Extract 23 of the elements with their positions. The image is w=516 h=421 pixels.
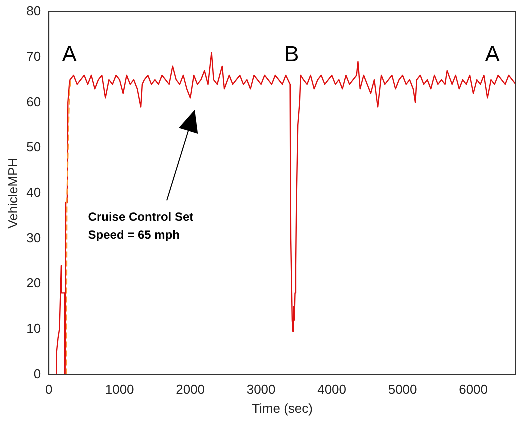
x-tick-label: 3000 [246,382,276,398]
annotation: B [284,42,300,67]
annotation: Cruise Control Set Speed = 65 mph [88,210,194,242]
line-series [66,79,72,375]
y-tick-label: 20 [26,276,42,291]
y-tick-label: 80 [26,4,42,19]
x-tick-label: 1000 [105,382,134,398]
x-tick-label: 0 [45,382,53,398]
y-tick-label: 50 [26,140,42,155]
y-tick-label: 40 [26,184,42,200]
annotation: A [62,42,78,67]
x-tick-label: 2000 [176,382,206,398]
annotation: A [485,42,500,67]
y-tick-label: 60 [26,94,42,110]
y-axis-title: VehicleMPH [5,158,20,229]
y-tick-label: 30 [26,230,42,246]
x-axis-title: Time (sec) [252,400,313,416]
x-tick-label: 4000 [318,382,347,398]
x-tick-label: 5000 [388,382,418,398]
y-tick-label: 70 [26,48,42,64]
y-tick-label: 10 [26,321,42,336]
x-tick-label: 6000 [459,382,488,398]
y-tick-label: 0 [34,366,42,382]
